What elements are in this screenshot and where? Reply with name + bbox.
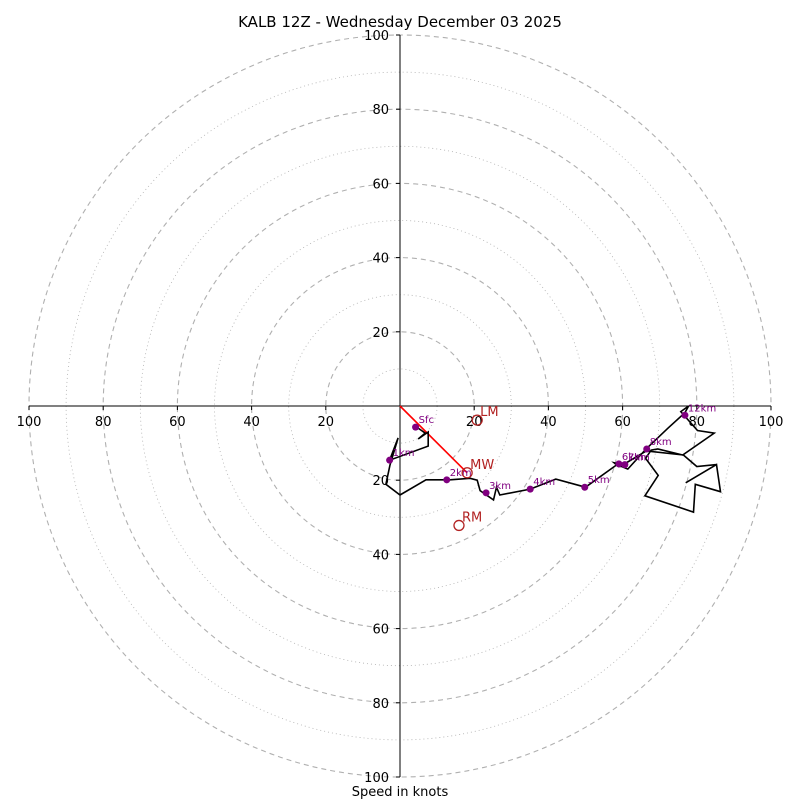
tick-label-y-pos: 40	[372, 252, 389, 267]
height-marker-dot	[581, 483, 589, 491]
height-marker-dot	[681, 411, 689, 419]
tick-label-x-neg: 80	[95, 415, 112, 430]
storm-motion-label: RM	[462, 510, 482, 525]
height-marker-dot	[443, 476, 451, 484]
tick-label-y-neg: 20	[372, 474, 389, 489]
storm-motion-label: LM	[480, 405, 498, 420]
height-marker-dot	[482, 489, 490, 497]
storm-motion-marker	[471, 414, 483, 426]
height-marker-label: 5km	[588, 475, 610, 486]
tick-label-x-neg: 20	[318, 415, 335, 430]
height-marker-dot	[643, 445, 651, 453]
tick-label-x-pos: 40	[540, 415, 557, 430]
storm-motion-marker	[461, 467, 473, 479]
tick-label-y-pos: 80	[372, 103, 389, 118]
height-marker-dot	[526, 485, 534, 493]
tick-label-y-neg: 60	[372, 623, 389, 638]
height-marker-label: Sfc	[419, 415, 434, 426]
tick-label-x-pos: 60	[614, 415, 631, 430]
chart-title: KALB 12Z - Wednesday December 03 2025	[238, 13, 562, 31]
tick-label-x-pos: 80	[689, 415, 706, 430]
shear-vector	[399, 405, 468, 474]
height-marker-label: 7km	[628, 453, 650, 464]
storm-motion-label: MW	[470, 458, 494, 473]
height-marker-label: 8km	[650, 437, 672, 448]
tick-label-x-neg: 100	[17, 415, 42, 430]
tick-label-y-pos: 100	[364, 29, 389, 44]
height-marker-label: 1km	[393, 448, 415, 459]
tick-label-x-pos: 100	[759, 415, 784, 430]
storm-motion-layer: LM MW RM	[453, 405, 499, 532]
tick-label-y-pos: 60	[372, 177, 389, 192]
tick-label-x-neg: 60	[169, 415, 186, 430]
height-marker-label: 12km	[688, 403, 716, 414]
height-marker-label: 3km	[489, 481, 511, 492]
height-marker-dot	[386, 456, 394, 464]
height-marker-label: 6km	[622, 452, 644, 463]
tick-label-y-pos: 20	[372, 326, 389, 341]
tick-label-y-neg: 80	[372, 697, 389, 712]
tick-label-x-pos: 20	[466, 415, 483, 430]
x-axis-label: Speed in knots	[352, 785, 449, 800]
height-marker-label: 4km	[533, 477, 555, 488]
height-marker-dot	[412, 423, 420, 431]
tick-label-x-neg: 40	[243, 415, 260, 430]
tick-label-y-neg: 40	[372, 548, 389, 563]
tick-label-y-neg: 100	[364, 771, 389, 786]
height-marker-dot	[615, 460, 623, 468]
tick-labels: 20 20 20 20 40 40 40 40 60 60 60 60 80 80 80 80 100 100 10…	[17, 29, 784, 786]
storm-motion-marker	[453, 519, 465, 532]
height-marker-label: 2km	[450, 468, 472, 479]
shear-vector-layer	[399, 405, 468, 474]
height-marker-dot	[621, 461, 629, 469]
